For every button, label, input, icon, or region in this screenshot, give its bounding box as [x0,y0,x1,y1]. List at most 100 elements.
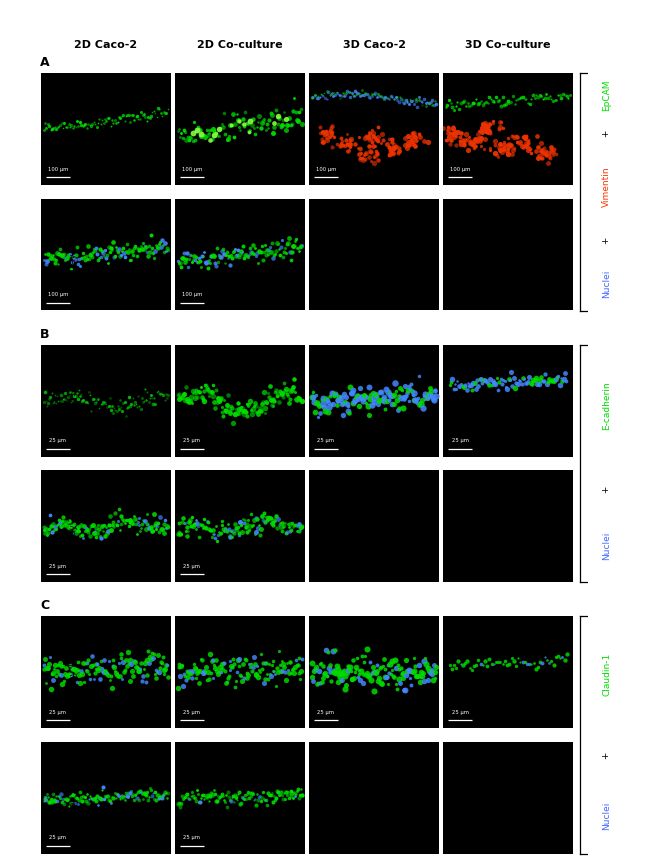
Point [211,259,221,273]
Point [355,89,365,103]
Point [98,665,108,678]
Point [84,386,94,400]
Point [200,255,210,268]
Point [331,666,341,680]
Point [469,376,480,390]
Point [266,788,276,802]
Point [499,98,510,111]
Point [318,128,329,142]
Point [122,513,132,527]
Point [448,127,458,141]
Point [159,787,170,801]
Point [268,795,278,809]
Point [101,249,112,262]
Point [277,387,287,400]
Point [511,92,521,106]
Point [115,111,125,125]
Point [404,138,414,152]
Point [43,661,53,675]
Point [333,394,344,407]
Point [332,137,343,151]
Point [120,115,130,129]
Point [98,784,108,797]
Point [288,104,298,118]
Point [153,516,163,530]
Point [160,106,170,120]
Point [202,788,213,802]
Point [458,658,468,672]
Point [450,138,461,152]
Point [121,653,131,667]
Point [511,129,521,142]
Point [324,400,335,414]
Point [202,514,213,528]
Point [317,394,327,407]
Point [203,522,214,536]
Point [191,124,202,138]
Point [281,788,292,802]
Point [365,144,375,158]
Point [119,513,129,526]
Point [231,665,242,679]
Point [380,670,390,683]
Point [320,393,331,406]
Point [362,642,372,656]
Point [150,106,161,120]
Point [317,135,328,149]
Point [372,665,383,678]
Point [105,523,116,537]
Point [100,529,110,543]
Point [138,243,149,256]
Point [502,144,512,158]
Point [136,785,146,799]
Point [376,90,387,104]
Point [405,671,415,685]
Point [222,801,232,815]
Point [470,132,480,146]
Point [174,660,184,674]
Point [484,124,495,138]
Point [79,254,90,268]
Point [426,385,436,399]
Point [363,88,374,102]
Point [178,512,188,526]
Point [325,665,335,679]
Point [406,377,417,391]
Point [172,682,183,696]
Point [183,394,194,408]
Point [255,405,266,419]
Point [248,238,258,252]
Point [522,657,532,671]
Point [318,659,329,673]
Point [337,673,348,687]
Point [216,244,227,258]
Point [134,243,144,256]
Point [346,132,357,146]
Point [368,660,378,674]
Point [519,655,530,669]
Point [279,659,289,673]
Point [133,518,144,532]
Point [387,90,397,104]
Point [237,674,247,688]
Point [193,384,203,398]
Point [325,388,335,402]
Point [233,520,243,534]
Point [514,136,524,150]
Point [199,129,209,142]
Point [322,85,333,98]
Point [428,393,439,406]
Point [190,794,201,808]
Point [62,248,73,261]
Point [326,121,337,135]
Point [269,394,280,408]
Point [208,789,218,803]
Point [410,139,421,153]
Point [146,387,156,401]
Point [151,793,162,807]
Point [129,113,140,127]
Point [112,670,123,683]
Point [149,250,159,264]
Point [372,146,382,160]
Point [250,395,260,409]
